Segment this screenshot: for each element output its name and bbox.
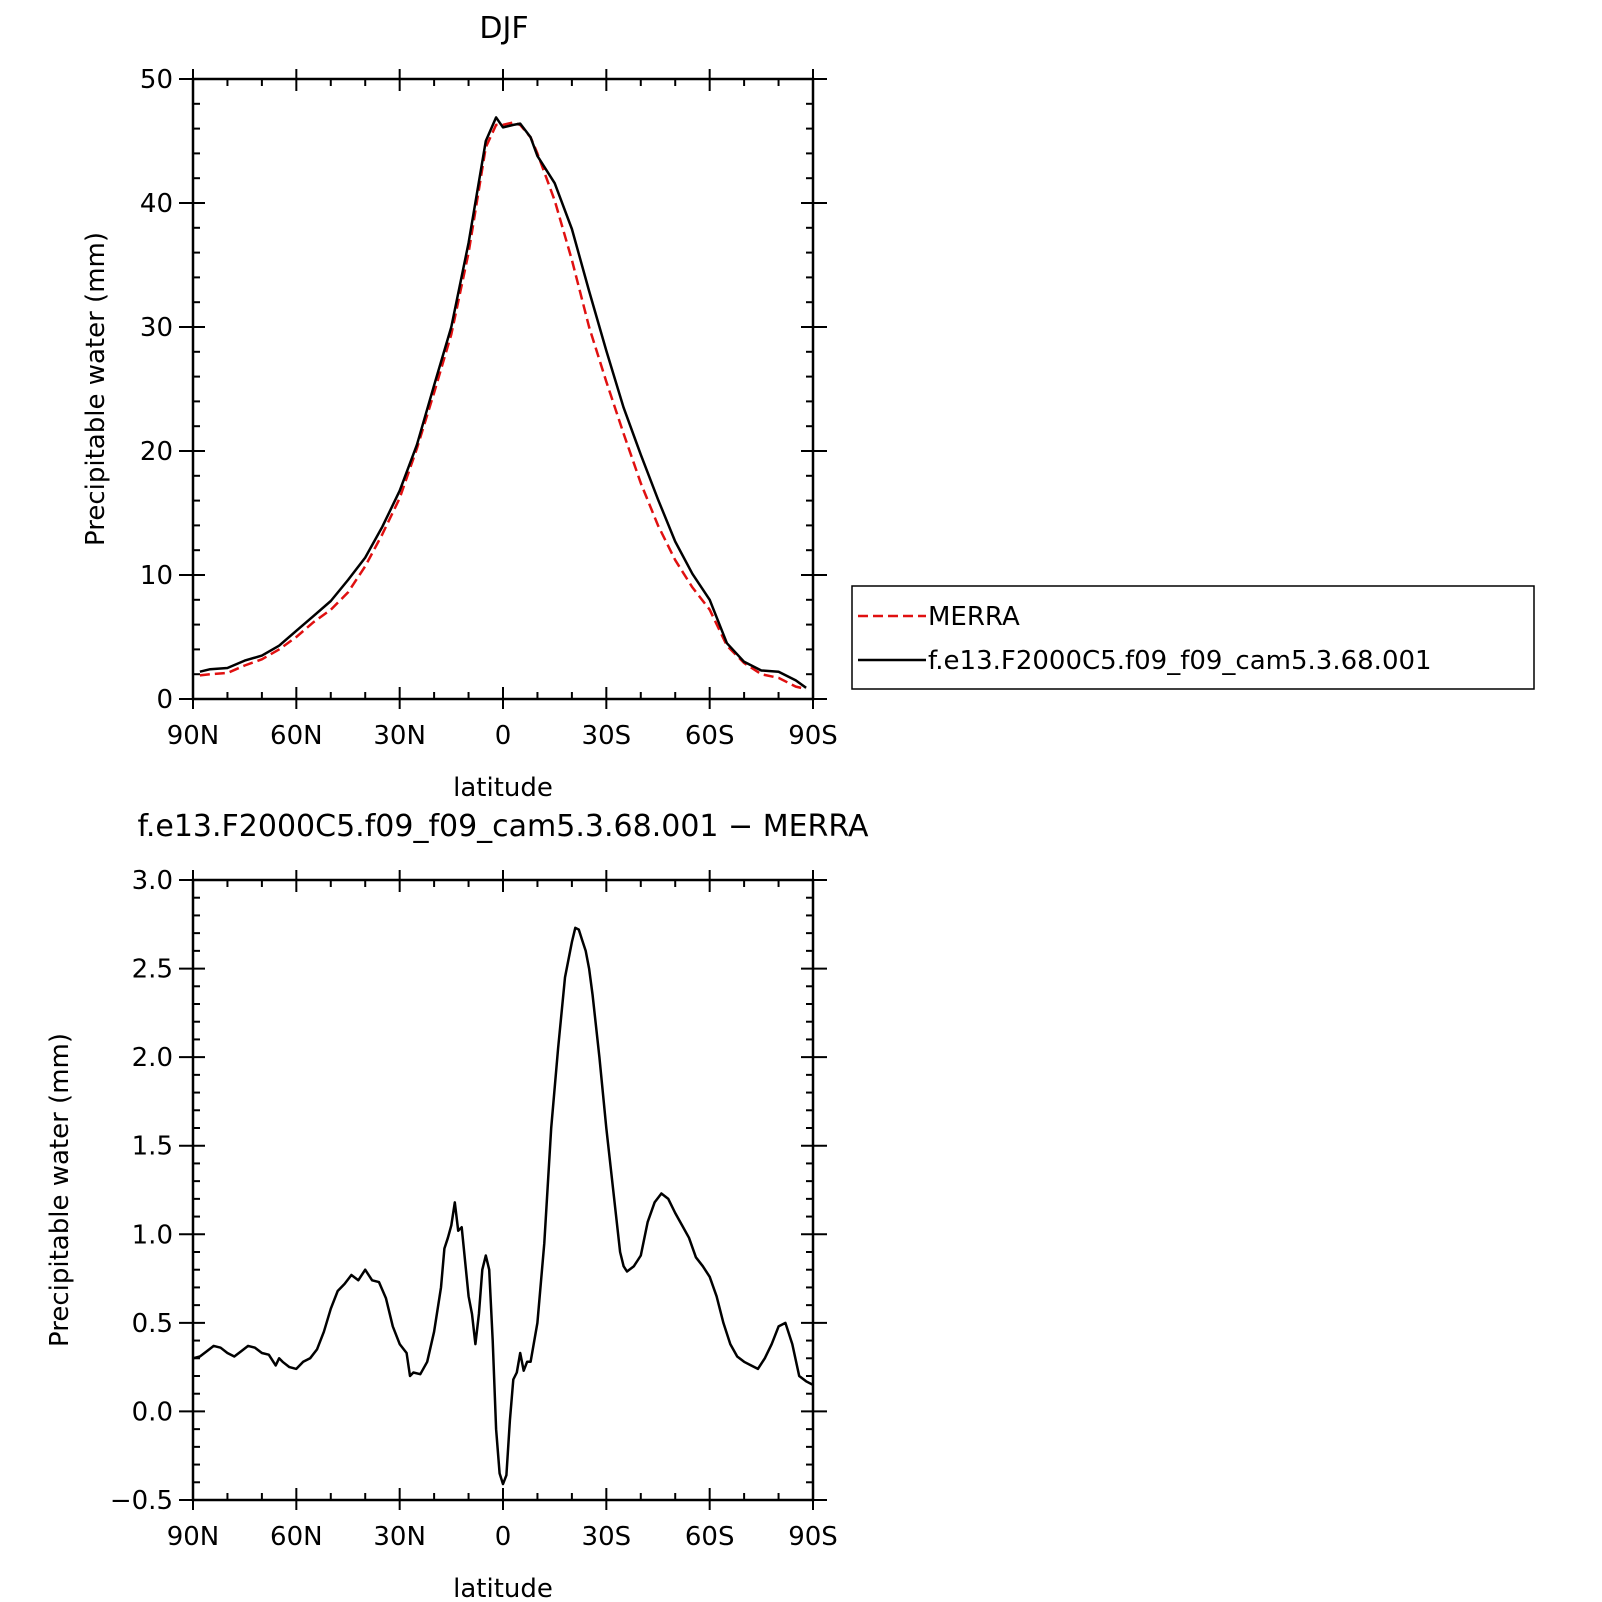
x-tick-label: 90S bbox=[788, 1522, 838, 1552]
bottom-panel: f.e13.F2000C5.f09_f09_cam5.3.68.001 − ME… bbox=[45, 809, 869, 1602]
bottom-series-lines bbox=[192, 926, 814, 1486]
x-tick-label: 60N bbox=[270, 1522, 323, 1552]
legend: MERRA f.e13.F2000C5.f09_f09_cam5.3.68.00… bbox=[851, 585, 1535, 690]
y-tick-label: 0 bbox=[156, 685, 173, 715]
top-panel: DJF 90N 60N 30N 0 30S 60S 90S 0 10 20 30 40 50 lati… bbox=[81, 11, 838, 803]
series-line-0 bbox=[199, 121, 807, 691]
top-x-tick-labels: 90N 60N 30N 0 30S 60S 90S bbox=[167, 721, 838, 751]
top-x-axis-label: latitude bbox=[453, 773, 553, 803]
x-tick-label: 30S bbox=[582, 1522, 632, 1552]
y-tick-label: 0.0 bbox=[132, 1397, 173, 1427]
top-y-tick-labels: 0 10 20 30 40 50 bbox=[140, 65, 173, 715]
legend-merra-label: MERRA bbox=[928, 602, 1020, 632]
bottom-y-axis-label: Precipitable water (mm) bbox=[45, 1033, 75, 1347]
top-ticks bbox=[179, 69, 827, 709]
bottom-y-tick-labels: −0.5 0.0 0.5 1.0 1.5 2.0 2.5 3.0 bbox=[110, 866, 173, 1516]
x-tick-label: 60S bbox=[685, 1522, 735, 1552]
y-tick-label: 1.5 bbox=[132, 1132, 173, 1162]
x-tick-label: 30S bbox=[582, 721, 632, 751]
y-tick-label: 30 bbox=[140, 313, 173, 343]
x-tick-label: 30N bbox=[373, 721, 426, 751]
x-tick-label: 90N bbox=[167, 1522, 220, 1552]
x-tick-label: 90N bbox=[167, 721, 220, 751]
bottom-ticks bbox=[179, 870, 827, 1510]
x-tick-label: 0 bbox=[495, 721, 512, 751]
series-line-1 bbox=[199, 116, 807, 689]
y-tick-label: 3.0 bbox=[132, 866, 173, 896]
bottom-x-axis-label: latitude bbox=[453, 1574, 553, 1602]
bottom-x-tick-labels: 90N 60N 30N 0 30S 60S 90S bbox=[167, 1522, 838, 1552]
bottom-chart-title: f.e13.F2000C5.f09_f09_cam5.3.68.001 − ME… bbox=[137, 809, 869, 844]
series-line-0 bbox=[192, 926, 814, 1486]
y-tick-label: 50 bbox=[140, 65, 173, 95]
y-tick-label: −0.5 bbox=[110, 1486, 173, 1516]
top-y-axis-label: Precipitable water (mm) bbox=[81, 232, 111, 546]
y-tick-label: 2.5 bbox=[132, 955, 173, 985]
y-tick-label: 1.0 bbox=[132, 1220, 173, 1250]
x-tick-label: 90S bbox=[788, 721, 838, 751]
y-tick-label: 20 bbox=[140, 437, 173, 467]
x-tick-label: 60S bbox=[685, 721, 735, 751]
y-tick-label: 2.0 bbox=[132, 1043, 173, 1073]
top-chart-title: DJF bbox=[479, 11, 528, 46]
legend-box bbox=[851, 585, 1535, 690]
bottom-plot-frame bbox=[191, 878, 815, 1502]
x-tick-label: 0 bbox=[495, 1522, 512, 1552]
y-tick-label: 10 bbox=[140, 561, 173, 591]
x-tick-label: 30N bbox=[373, 1522, 426, 1552]
x-tick-label: 60N bbox=[270, 721, 323, 751]
y-tick-label: 0.5 bbox=[132, 1309, 173, 1339]
legend-model-label: f.e13.F2000C5.f09_f09_cam5.3.68.001 bbox=[928, 646, 1432, 676]
y-tick-label: 40 bbox=[140, 189, 173, 219]
top-series-lines bbox=[199, 116, 807, 691]
top-plot-frame bbox=[191, 77, 815, 701]
